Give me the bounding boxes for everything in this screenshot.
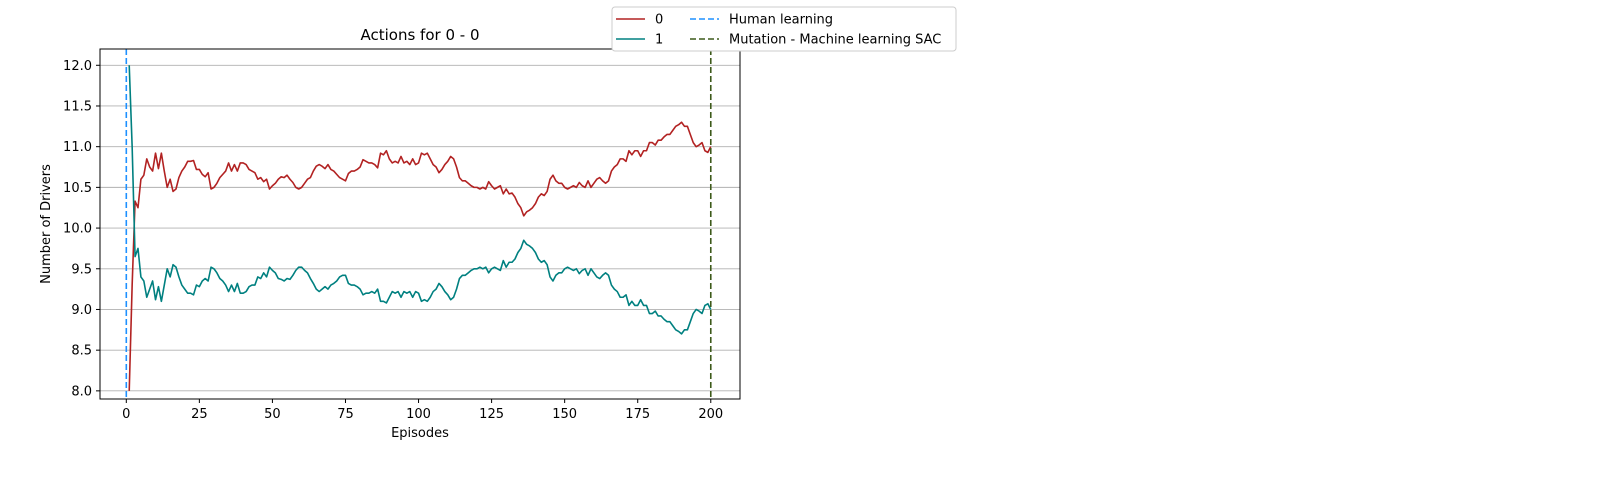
series-layer (128, 65, 712, 391)
y-axis-ticks: 8.0 8.5 9.0 9.5 10.0 10.5 11.0 11.5 12.0 (63, 59, 100, 399)
x-tick-label: 125 (479, 407, 504, 422)
vertical-lines (125, 49, 712, 399)
y-tick-label: 9.0 (71, 303, 92, 318)
y-tick-label: 11.0 (63, 140, 92, 155)
x-tick-label: 75 (337, 407, 354, 422)
y-tick-label: 10.5 (63, 181, 92, 196)
legend-box (611, 6, 957, 52)
series-line-1 (128, 65, 712, 335)
gridlines (100, 64, 740, 392)
y-tick-label: 12.0 (63, 59, 92, 74)
legend-label-series-0: 0 (655, 13, 663, 28)
x-tick-label: 25 (191, 407, 208, 422)
y-tick-label: 9.5 (71, 262, 92, 277)
legend-label-series-1: 1 (655, 33, 663, 48)
legend-label-mutation: Mutation - Machine learning SAC (729, 33, 941, 48)
chart-title: Actions for 0 - 0 (361, 26, 480, 44)
y-tick-label: 8.5 (71, 344, 92, 359)
x-tick-label: 50 (264, 407, 281, 422)
x-tick-label: 150 (552, 407, 577, 422)
y-tick-label: 8.0 (71, 384, 92, 399)
legend: 0 1 Human learning Mutation - Machine learn… (611, 6, 957, 52)
x-tick-label: 0 (122, 407, 130, 422)
x-tick-label: 200 (698, 407, 723, 422)
x-axis-label: Episodes (391, 426, 449, 441)
y-axis-label: Number of Drivers (39, 164, 54, 284)
legend-label-human-learning: Human learning (729, 13, 833, 28)
x-tick-label: 100 (406, 407, 431, 422)
x-axis-ticks: 0 25 50 75 100 125 150 175 200 (122, 399, 723, 422)
y-tick-label: 11.5 (63, 99, 92, 114)
y-tick-label: 10.0 (63, 222, 92, 237)
plot-area-frame (99, 48, 741, 400)
x-tick-label: 175 (625, 407, 650, 422)
series-line-0 (128, 121, 712, 391)
